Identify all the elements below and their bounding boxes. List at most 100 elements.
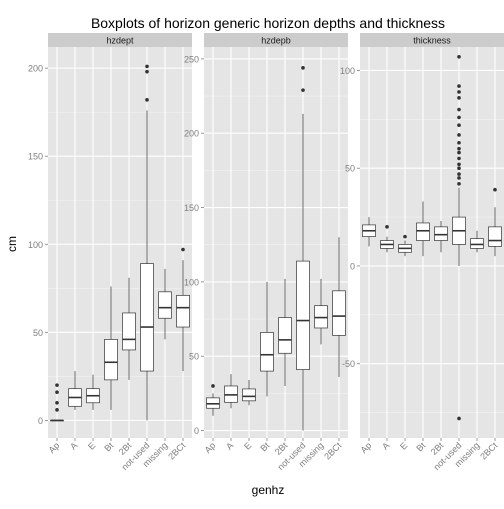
outlier-point	[493, 187, 497, 192]
box-iqr	[332, 290, 346, 336]
box-iqr	[242, 388, 256, 402]
panel-background	[48, 47, 192, 438]
y-tick-label: 0	[350, 261, 355, 271]
box-2BCt	[176, 247, 190, 372]
box-Ap	[362, 217, 376, 247]
outlier-point	[457, 150, 461, 155]
panel-strip-label: thickness	[413, 36, 451, 46]
box-2BCt	[332, 237, 346, 378]
box-2Bt	[278, 278, 292, 386]
x-tick-label: Ap	[203, 440, 218, 455]
outlier-point	[301, 88, 305, 92]
outlier-point	[403, 234, 407, 239]
outlier-point	[457, 416, 461, 421]
x-tick-label: Ap	[47, 440, 62, 455]
box-A	[68, 371, 82, 410]
box-missing	[314, 278, 328, 345]
outlier-point	[457, 54, 461, 59]
x-tick-label: A	[380, 440, 391, 451]
x-tick-label: A	[224, 440, 235, 451]
box-not-used	[452, 54, 466, 421]
y-tick-label: 50	[33, 328, 43, 338]
box-Ap	[206, 384, 220, 416]
outlier-point	[55, 400, 59, 405]
box-Bt	[416, 201, 430, 257]
outlier-point	[55, 408, 59, 412]
outlier-point	[457, 84, 461, 88]
box-missing	[158, 268, 172, 340]
outlier-point	[457, 133, 461, 137]
y-tick-label: 0	[194, 426, 199, 436]
outlier-point	[457, 140, 461, 145]
x-tick-label: Bt	[102, 440, 115, 453]
box-Bt	[260, 281, 274, 397]
panel-strip	[360, 33, 504, 47]
box-iqr	[434, 226, 448, 241]
outlier-point	[55, 390, 59, 395]
box-A	[380, 225, 394, 253]
outlier-point	[145, 98, 149, 102]
y-tick-label: 100	[28, 240, 43, 250]
box-iqr	[158, 291, 172, 319]
y-axis-label: cm	[5, 236, 19, 252]
outlier-point	[211, 384, 215, 388]
outlier-point	[457, 115, 461, 120]
box-E	[86, 374, 100, 410]
x-tick-label: A	[68, 440, 79, 451]
outlier-point	[457, 90, 461, 94]
x-tick-label: E	[398, 440, 409, 451]
x-tick-label: Bt	[414, 440, 427, 453]
box-iqr	[488, 226, 502, 247]
panel-strip-label: hzdepb	[261, 36, 291, 46]
outlier-point	[457, 96, 461, 100]
box-Bt	[104, 286, 118, 410]
x-tick-label: Bt	[258, 440, 271, 453]
y-tick-label: 50	[189, 352, 199, 362]
x-tick-label: 2BCt	[166, 440, 188, 462]
x-tick-label: Ap	[359, 440, 374, 455]
y-tick-label: 100	[184, 277, 199, 287]
x-axis-label: genhz	[252, 483, 285, 497]
outlier-point	[181, 247, 185, 252]
outlier-point	[457, 176, 461, 180]
panel-background	[204, 47, 348, 438]
y-tick-label: -50	[342, 359, 355, 369]
box-missing	[470, 230, 484, 253]
outlier-point	[457, 156, 461, 161]
panel-strip	[204, 33, 348, 47]
outlier-point	[457, 107, 461, 112]
y-tick-label: 100	[340, 66, 355, 76]
box-not-used	[296, 66, 310, 431]
outlier-point	[457, 162, 461, 167]
outlier-point	[385, 225, 389, 229]
box-E	[242, 380, 256, 406]
box-2BCt	[488, 187, 502, 257]
box-E	[398, 234, 412, 257]
y-tick-label: 200	[184, 129, 199, 139]
box-iqr	[470, 238, 484, 249]
panel-strip	[48, 33, 192, 47]
box-Ap	[50, 383, 64, 422]
box-2Bt	[122, 277, 136, 380]
outlier-point	[145, 64, 149, 69]
x-tick-label: E	[242, 440, 253, 451]
outlier-point	[457, 172, 461, 176]
x-tick-label: E	[86, 440, 97, 451]
y-tick-label: 50	[345, 164, 355, 174]
y-tick-label: 250	[184, 54, 199, 64]
box-iqr	[260, 332, 274, 372]
box-iqr	[296, 260, 310, 370]
outlier-point	[457, 182, 461, 186]
outlier-point	[145, 69, 149, 74]
chart-title: Boxplots of horizon generic horizon dept…	[91, 15, 445, 31]
y-tick-label: 0	[38, 416, 43, 426]
outlier-point	[457, 146, 461, 151]
box-iqr	[416, 222, 430, 241]
panel-strip-label: hzdept	[106, 36, 134, 46]
